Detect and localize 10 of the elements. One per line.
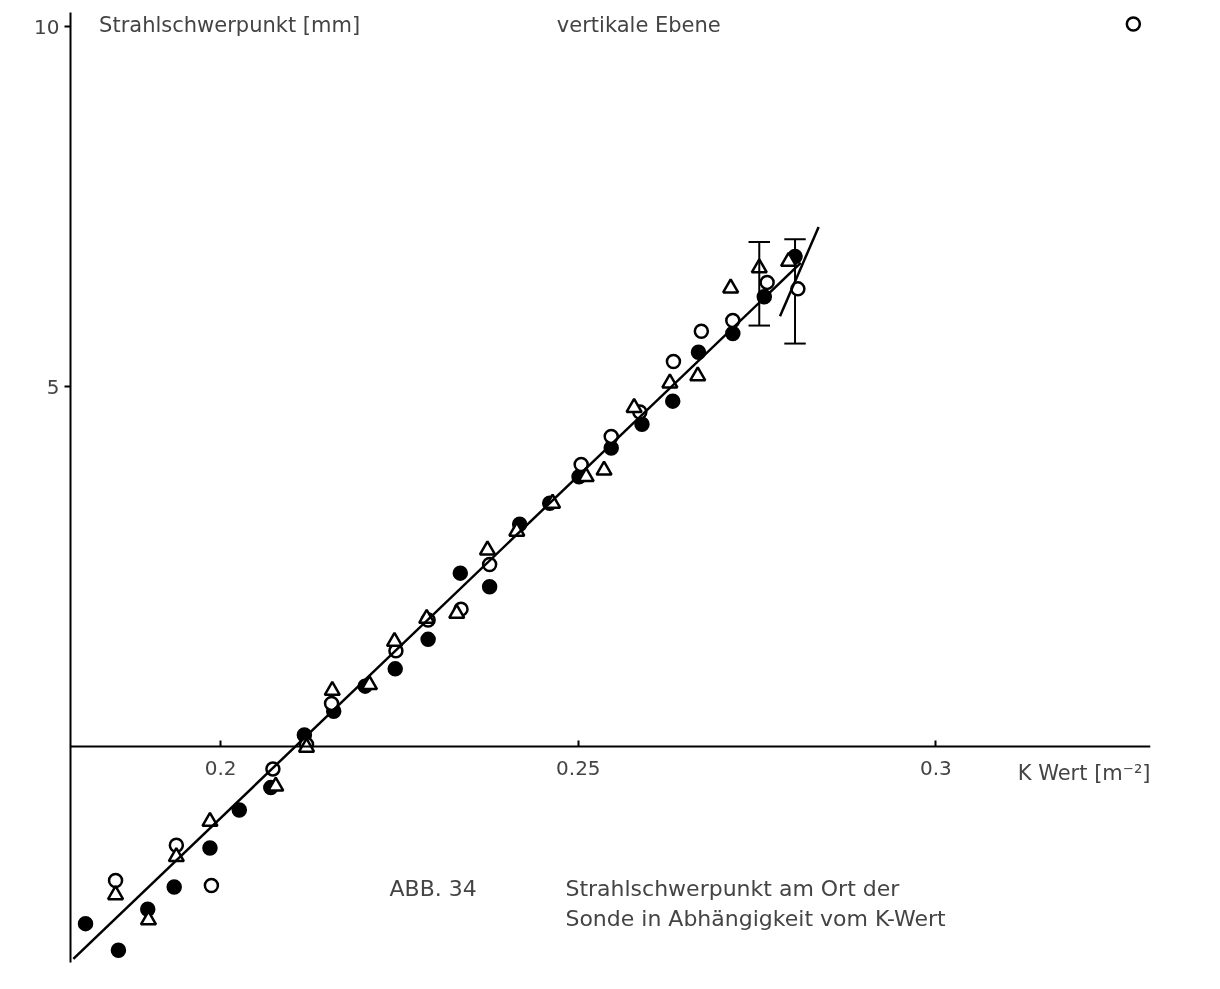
x-axis-title: K Wert [m⁻²] xyxy=(1017,760,1151,785)
y-axis-title: Strahlschwerpunkt [mm] xyxy=(99,12,361,37)
x-tick-label: 0.3 xyxy=(920,755,952,780)
y-tick-label: 10 xyxy=(34,14,60,39)
chart-title: vertikale Ebene xyxy=(556,12,721,37)
x-tick-label: 0.25 xyxy=(556,755,601,780)
y-tick-label: 5 xyxy=(46,374,60,399)
annotation: ABB. 34 xyxy=(389,875,477,901)
annotation: Strahlschwerpunkt am Ort der Sonde in Abhängigkeit vom K-Wert xyxy=(565,875,947,931)
x-tick-label: 0.2 xyxy=(204,755,237,780)
